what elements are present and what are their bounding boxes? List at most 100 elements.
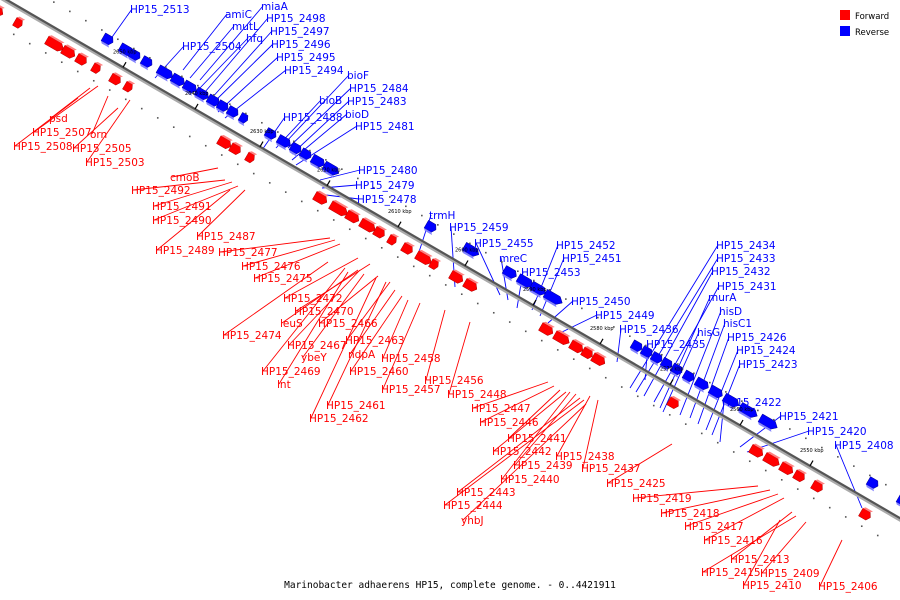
forward-gene-arrow-26 (590, 352, 606, 366)
reverse-gene-arrow-shade-9 (216, 107, 225, 115)
axis-tick-label: 2600 kbp (455, 248, 479, 254)
forward-gene-label-hp15-2416: HP15_2416 (703, 535, 763, 547)
axis-dot (773, 418, 775, 421)
forward-gene-label-ybey: ybeY (301, 352, 327, 364)
forward-connector-hp15-2503 (86, 99, 131, 163)
axis-dot (69, 10, 71, 13)
axis-dot (821, 446, 823, 449)
forward-connector-hp15-2418 (661, 489, 771, 514)
forward-gene-label-hp15-2490: HP15_2490 (152, 215, 212, 227)
axis-dot (725, 391, 727, 393)
forward-gene-arrow-16 (386, 233, 397, 246)
forward-gene-label-hp15-2437: HP15_2437 (581, 463, 641, 475)
axis-dot (716, 441, 719, 444)
axis-dot (316, 209, 319, 212)
axis-tick (397, 221, 402, 228)
forward-gene-arrow-shade-1 (16, 16, 26, 21)
axis-dot (549, 289, 551, 291)
reverse-gene-label-hp15-2431: HP15_2431 (717, 281, 777, 293)
reverse-connector-hp15-2434 (629, 244, 719, 389)
reverse-gene-label-hp15-2484: HP15_2484 (349, 83, 409, 95)
axis-dot (556, 349, 559, 351)
forward-gene-arrow-shade-21 (466, 277, 479, 284)
axis-tick-label: 2550 kbp (800, 448, 824, 454)
axis-dot (181, 75, 183, 78)
reverse-gene-arrow-shade-13 (276, 142, 286, 151)
reverse-connector-hp15-2496 (211, 43, 274, 105)
axis-dot (453, 233, 455, 235)
reverse-gene-arrow-shade-21 (516, 281, 528, 291)
forward-gene-label-hp15-2470: HP15_2470 (294, 306, 354, 318)
axis-dot (229, 103, 231, 106)
forward-gene-label-orn: orn (90, 129, 107, 141)
reverse-gene-label-hp15-2452: HP15_2452 (556, 240, 616, 252)
forward-gene-label-hp15-2410: HP15_2410 (742, 580, 802, 592)
axis-tick (122, 61, 127, 68)
reverse-gene-label-hp15-2420: HP15_2420 (807, 426, 867, 438)
forward-connector-ybey (302, 273, 365, 358)
forward-gene-arrow-19 (428, 258, 439, 270)
axis-dot (469, 242, 471, 245)
reverse-gene-label-hp15-2483: HP15_2483 (347, 96, 407, 108)
reverse-connector-amic (182, 13, 228, 71)
forward-gene-arrow-shade-20 (452, 269, 465, 276)
axis-dot (501, 261, 503, 263)
forward-gene-arrow-14 (358, 217, 376, 233)
axis-dot (581, 307, 583, 310)
reverse-connector-hp15-2484 (287, 87, 352, 149)
reverse-gene-arrow-shade-36 (896, 501, 900, 507)
axis-dot (684, 423, 687, 425)
reverse-gene-arrow-shade-32 (722, 400, 734, 410)
forward-gene-label-hp15-2440: HP15_2440 (500, 474, 560, 486)
axis-dot (309, 149, 311, 152)
forward-connector-hp15-2447 (472, 381, 549, 409)
reverse-gene-arrow-2 (127, 48, 141, 61)
axis-tick-label: 2620 kbp (317, 168, 341, 174)
axis-tick-label: 2630 kbp (250, 129, 274, 135)
forward-connector-hp15-2406 (819, 539, 843, 587)
forward-connector-hp15-2409 (761, 521, 807, 574)
axis-dot (101, 29, 103, 31)
axis-dot (604, 376, 607, 379)
axis-dot (213, 94, 215, 96)
axis-dot (885, 483, 887, 486)
reverse-gene-label-hp15-2426: HP15_2426 (727, 332, 787, 344)
reverse-gene-arrow-9 (215, 99, 229, 112)
forward-connector-hp15-2413 (731, 511, 793, 560)
axis-dot (268, 182, 271, 184)
axis-dot (124, 98, 127, 101)
axis-dot (492, 311, 495, 314)
forward-gene-label-lnt: lnt (277, 379, 291, 391)
axis-dot (476, 302, 479, 305)
axis-dot (412, 265, 415, 268)
reverse-connector-miaa (199, 5, 264, 81)
axis-dot (12, 33, 15, 36)
legend-reverse-swatch (840, 26, 850, 36)
reverse-connector-hp15-2495 (217, 56, 279, 113)
forward-gene-label-hp15-2419: HP15_2419 (632, 493, 692, 505)
reverse-gene-arrow-shade-30 (694, 384, 704, 393)
axis-dot (876, 534, 879, 537)
forward-gene-arrow-11 (312, 191, 328, 205)
forward-gene-arrow-22 (538, 322, 554, 336)
forward-gene-label-hp15-2462: HP15_2462 (309, 413, 369, 425)
forward-connector-hp15-2415 (702, 515, 797, 573)
axis-dot (117, 38, 119, 41)
axis-dot (421, 214, 423, 217)
axis-dot (764, 469, 767, 472)
reverse-connector-hp15-2483 (291, 100, 350, 155)
forward-gene-label-hp15-2406: HP15_2406 (818, 581, 878, 593)
forward-gene-arrow-33 (858, 507, 871, 521)
axis-dot (172, 126, 175, 128)
axis-dot (165, 66, 167, 68)
forward-gene-arrow-shade-29 (766, 451, 781, 459)
forward-gene-label-leus: leuS (280, 318, 303, 330)
forward-gene-label-hp15-2475: HP15_2475 (253, 273, 313, 285)
forward-gene-arrow-shade-18 (418, 249, 433, 257)
reverse-gene-arrow-3 (139, 55, 153, 68)
forward-gene-arrow-shade-24 (572, 339, 585, 346)
axis-dot (245, 112, 247, 115)
forward-connector-hp15-2444 (444, 399, 585, 506)
axis-tick-label: 2640 kbp (185, 91, 209, 97)
